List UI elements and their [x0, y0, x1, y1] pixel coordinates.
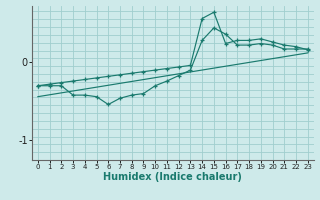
- X-axis label: Humidex (Indice chaleur): Humidex (Indice chaleur): [103, 172, 242, 182]
